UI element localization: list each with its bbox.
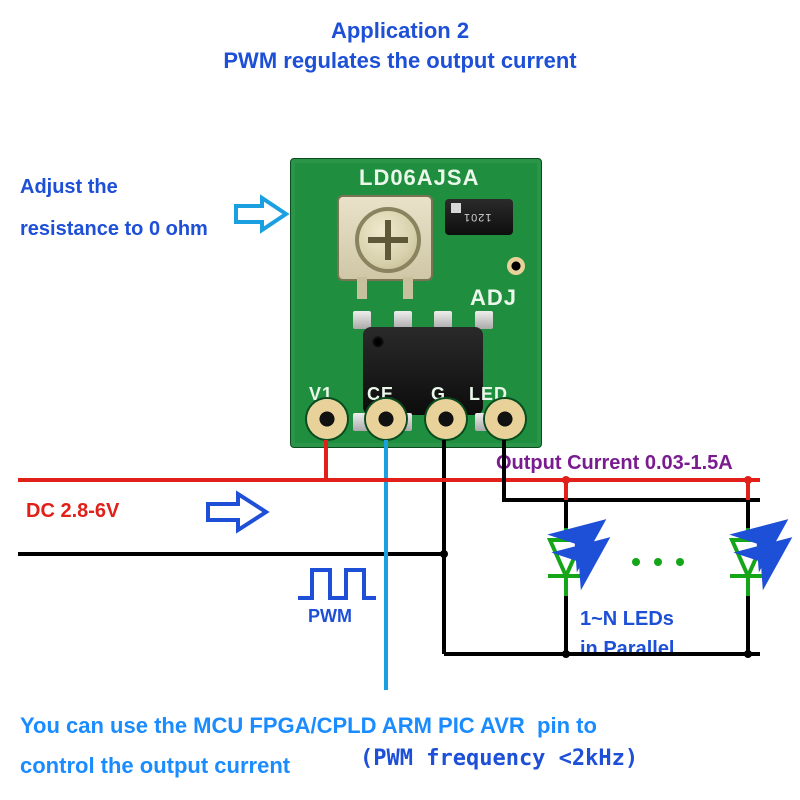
pad-v1 <box>307 399 347 439</box>
output-current-label: Output Current 0.03-1.5A <box>496 452 733 475</box>
smd-marking: 1201 <box>463 211 491 223</box>
adj-label: ADJ <box>470 285 517 311</box>
leds-label-line-2: in Parallel <box>580 638 675 661</box>
junction-dots-red <box>562 476 752 484</box>
solder-pads <box>307 399 525 439</box>
adjust-note-line-2: resistance to 0 ohm <box>20 218 208 241</box>
ellipsis-dots <box>632 558 684 566</box>
title-line-1: Application 2 <box>0 18 800 44</box>
adjust-note-line-1: Adjust the <box>20 176 118 199</box>
wire-red-vin <box>18 440 326 480</box>
mounting-hole-icon <box>507 257 525 275</box>
potentiometer-icon <box>337 195 433 281</box>
led-icon-n <box>730 524 786 596</box>
pwm-label: PWM <box>308 606 352 627</box>
leds-label-line-1: 1~N LEDs <box>580 608 674 631</box>
pcb-model-silk: LD06AJSA <box>359 165 479 191</box>
smd-component-icon: 1201 <box>445 199 513 235</box>
pulse-wave-icon <box>298 570 376 598</box>
wire-black-gnd <box>18 440 444 554</box>
pcb-module: LD06AJSA 1201 ADJ V1 CE G LED <box>290 158 542 448</box>
pad-ce <box>366 399 406 439</box>
dc-arrow-icon <box>208 494 266 530</box>
pad-led <box>485 399 525 439</box>
bottom-note-paren: (PWM frequency <2kHz) <box>360 746 638 771</box>
pad-g <box>426 399 466 439</box>
adjust-arrow-icon <box>236 198 286 230</box>
led-icon-1 <box>548 524 604 596</box>
diagram-stage: { "colors": { "blue": "#1d4fd7", "blue_l… <box>0 0 800 800</box>
title-line-2: PWM regulates the output current <box>0 48 800 74</box>
dc-voltage-label: DC 2.8-6V <box>26 500 119 523</box>
